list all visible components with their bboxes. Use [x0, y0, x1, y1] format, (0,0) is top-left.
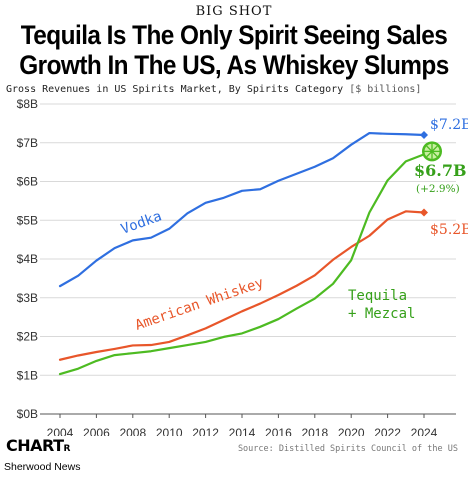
x-tick-label: 2020 — [338, 426, 365, 436]
tequila-series-label: Tequila — [348, 288, 407, 304]
y-tick-label: $4B — [17, 252, 38, 266]
source-note: Source: Distilled Spirits Council of the… — [237, 444, 458, 454]
vodka-end-label: $7.2B — [430, 117, 468, 133]
logo-suffix: R — [63, 444, 71, 454]
y-tick-label: $5B — [17, 213, 38, 227]
x-tick-label: 2018 — [301, 426, 328, 436]
x-tick-label: 2022 — [374, 426, 401, 436]
y-tick-label: $2B — [17, 330, 38, 344]
tequila-series-label-line2: + Mezcal — [348, 306, 415, 322]
series-line-vodka — [58, 131, 426, 288]
subtitle-text: Gross Revenues in US Spirits Market, By … — [6, 84, 344, 95]
lime-segment — [426, 150, 433, 158]
lime-segment — [431, 145, 438, 152]
vodka-series-label: Vodka — [119, 208, 164, 237]
title-line-1: Tequila Is The Only Spirit Seeing Sales — [20, 20, 448, 50]
series-line-tequila — [58, 153, 426, 376]
chart-subtitle: Gross Revenues in US Spirits Market, By … — [6, 84, 466, 95]
x-tick-label: 2014 — [229, 426, 256, 436]
whiskey-end-label: $5.2B — [430, 222, 468, 238]
kicker: BIG SHOT — [195, 4, 273, 19]
y-tick-label: $6B — [17, 175, 38, 189]
whiskey-end-marker — [420, 208, 428, 217]
x-tick-label: 2012 — [192, 426, 219, 436]
tequila-end-label: $6.7B — [414, 161, 467, 180]
chart-title: Tequila Is The Only Spirit Seeing Sales … — [19, 20, 449, 80]
lime-segment — [426, 145, 433, 152]
line-chart: $0B $1B $2B $3B $4B $5B $6B $7B $8B 2004 2006 2008 2… — [17, 97, 468, 436]
publisher-name: Sherwood News — [4, 461, 81, 473]
x-tick-label: 2004 — [47, 426, 74, 436]
series-line-whiskey — [58, 210, 426, 361]
title-line-2: Growth In The US, As Whiskey Slumps — [19, 50, 449, 80]
x-tick-label: 2010 — [156, 426, 183, 436]
y-tick-label: $1B — [17, 368, 38, 382]
lime-segment — [431, 150, 438, 158]
y-tick-label: $3B — [17, 291, 38, 305]
vodka-end-marker — [420, 131, 428, 139]
y-tick-label: $7B — [17, 136, 38, 150]
chartr-logo: CHARTR — [6, 436, 71, 455]
y-tick-label: $8B — [17, 97, 38, 111]
x-tick-label: 2008 — [119, 426, 146, 436]
x-tick-label: 2006 — [83, 426, 110, 436]
lime-icon — [422, 141, 442, 162]
subtitle-units: [$ billions] — [349, 84, 422, 95]
x-tick-label: 2024 — [411, 426, 438, 436]
x-tick-label: 2016 — [265, 426, 292, 436]
tequila-change-label: (+2.9%) — [416, 183, 460, 195]
whiskey-series-label: American Whiskey — [133, 275, 266, 334]
logo-text: CHART — [6, 436, 64, 455]
y-tick-label: $0B — [17, 407, 38, 421]
